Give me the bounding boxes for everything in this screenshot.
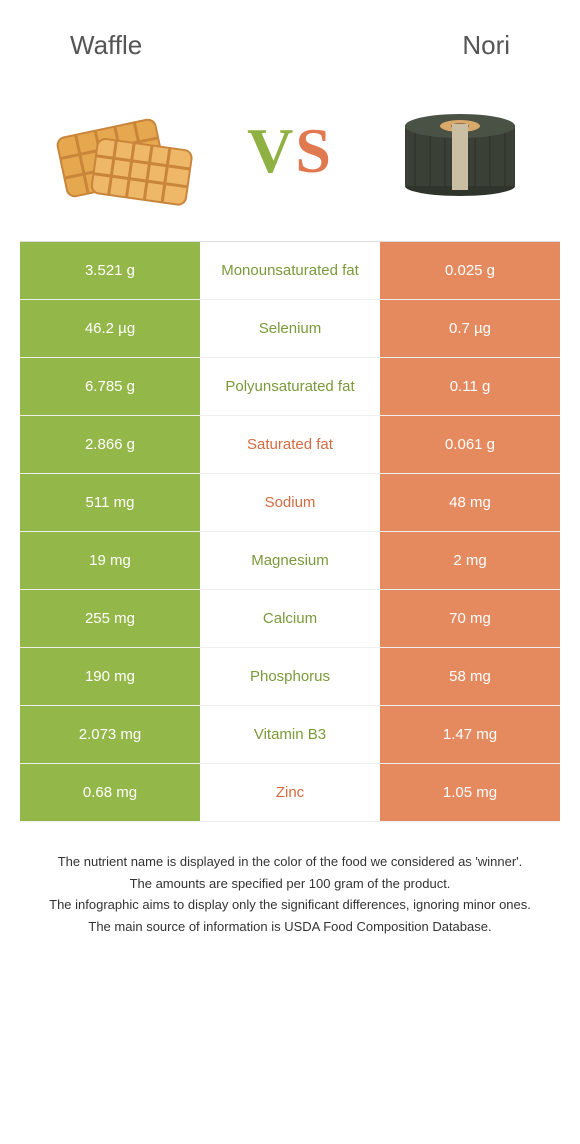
right-value: 0.061 g: [380, 416, 560, 473]
nutrient-row: 19 mgMagnesium2 mg: [20, 532, 560, 590]
nutrient-row: 6.785 gPolyunsaturated fat0.11 g: [20, 358, 560, 416]
vs-s: S: [295, 115, 333, 186]
nori-image: [380, 91, 540, 211]
right-value: 1.47 mg: [380, 706, 560, 763]
vs-label: VS: [247, 114, 333, 188]
nutrient-row: 511 mgSodium48 mg: [20, 474, 560, 532]
vs-v: V: [247, 115, 295, 186]
left-value: 2.073 mg: [20, 706, 200, 763]
nutrient-label: Monounsaturated fat: [200, 242, 380, 299]
nutrient-row: 0.68 mgZinc1.05 mg: [20, 764, 560, 822]
footnote-line: The nutrient name is displayed in the co…: [40, 852, 540, 872]
titles-row: Waffle Nori: [20, 20, 560, 81]
waffle-image: [40, 91, 200, 211]
nori-icon: [390, 96, 530, 206]
nutrient-label: Magnesium: [200, 532, 380, 589]
nutrient-label: Zinc: [200, 764, 380, 821]
nutrient-row: 255 mgCalcium70 mg: [20, 590, 560, 648]
left-value: 3.521 g: [20, 242, 200, 299]
nutrient-label: Phosphorus: [200, 648, 380, 705]
nutrient-table: 3.521 gMonounsaturated fat0.025 g46.2 µg…: [20, 241, 560, 822]
left-food-title: Waffle: [70, 30, 142, 61]
right-value: 48 mg: [380, 474, 560, 531]
right-value: 0.7 µg: [380, 300, 560, 357]
left-value: 46.2 µg: [20, 300, 200, 357]
nutrient-row: 2.073 mgVitamin B31.47 mg: [20, 706, 560, 764]
left-value: 255 mg: [20, 590, 200, 647]
nutrient-label: Sodium: [200, 474, 380, 531]
nutrient-label: Selenium: [200, 300, 380, 357]
footnote-line: The main source of information is USDA F…: [40, 917, 540, 937]
left-value: 19 mg: [20, 532, 200, 589]
nutrient-label: Polyunsaturated fat: [200, 358, 380, 415]
left-value: 511 mg: [20, 474, 200, 531]
nutrient-row: 2.866 gSaturated fat0.061 g: [20, 416, 560, 474]
nutrient-row: 3.521 gMonounsaturated fat0.025 g: [20, 242, 560, 300]
waffle-icon: [40, 96, 200, 206]
right-value: 0.025 g: [380, 242, 560, 299]
comparison-infographic: Waffle Nori: [0, 0, 580, 1008]
left-value: 6.785 g: [20, 358, 200, 415]
nutrient-label: Saturated fat: [200, 416, 380, 473]
right-food-title: Nori: [462, 30, 510, 61]
right-value: 70 mg: [380, 590, 560, 647]
nutrient-row: 190 mgPhosphorus58 mg: [20, 648, 560, 706]
right-value: 0.11 g: [380, 358, 560, 415]
right-value: 58 mg: [380, 648, 560, 705]
nutrient-row: 46.2 µgSelenium0.7 µg: [20, 300, 560, 358]
footnote-line: The infographic aims to display only the…: [40, 895, 540, 915]
left-value: 2.866 g: [20, 416, 200, 473]
footnotes: The nutrient name is displayed in the co…: [20, 822, 560, 988]
footnote-line: The amounts are specified per 100 gram o…: [40, 874, 540, 894]
left-value: 0.68 mg: [20, 764, 200, 821]
nutrient-label: Vitamin B3: [200, 706, 380, 763]
right-value: 2 mg: [380, 532, 560, 589]
nutrient-label: Calcium: [200, 590, 380, 647]
right-value: 1.05 mg: [380, 764, 560, 821]
hero-row: VS: [20, 81, 560, 241]
left-value: 190 mg: [20, 648, 200, 705]
